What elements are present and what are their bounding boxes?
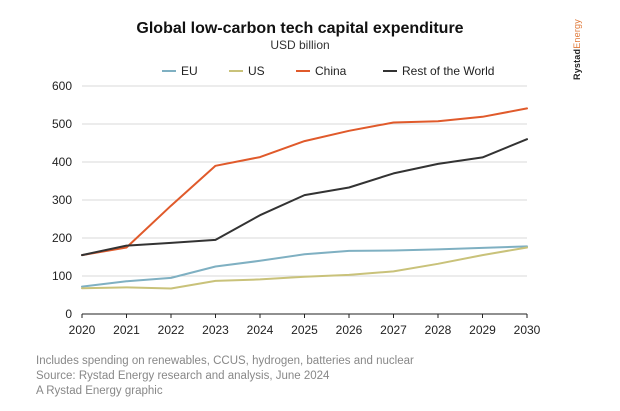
y-tick-label: 100	[52, 269, 72, 283]
y-tick-label: 600	[52, 79, 72, 93]
y-tick-label: 0	[65, 307, 72, 321]
legend-label-us: US	[248, 64, 265, 78]
x-tick-label: 2028	[425, 323, 452, 337]
series-line-us	[81, 246, 528, 290]
y-tick-label: 300	[52, 193, 72, 207]
chart-subtitle: USD billion	[270, 38, 330, 52]
x-tick-label: 2021	[113, 323, 140, 337]
series-line-china	[81, 107, 528, 257]
legend-label-rest-of-the-world: Rest of the World	[402, 64, 494, 78]
y-tick-label: 400	[52, 155, 72, 169]
series-line-eu	[81, 245, 528, 288]
footer-note: Includes spending on renewables, CCUS, h…	[36, 355, 414, 367]
x-tick-label: 2026	[336, 323, 363, 337]
legend-label-china: China	[315, 64, 347, 78]
footer-credit: A Rystad Energy graphic	[36, 385, 163, 397]
x-tick-label: 2023	[202, 323, 229, 337]
x-tick-label: 2030	[514, 323, 541, 337]
y-tick-label: 200	[52, 231, 72, 245]
y-tick-label: 500	[52, 117, 72, 131]
x-tick-label: 2025	[291, 323, 318, 337]
series-line-rest-of-the-world	[81, 138, 528, 257]
x-tick-label: 2022	[158, 323, 185, 337]
x-tick-label: 2027	[380, 323, 407, 337]
x-tick-label: 2029	[469, 323, 496, 337]
legend-label-eu: EU	[181, 64, 198, 78]
x-tick-label: 2020	[69, 323, 96, 337]
footer-source: Source: Rystad Energy research and analy…	[36, 370, 330, 382]
x-tick-label: 2024	[247, 323, 274, 337]
chart-title: Global low-carbon tech capital expenditu…	[136, 20, 464, 37]
